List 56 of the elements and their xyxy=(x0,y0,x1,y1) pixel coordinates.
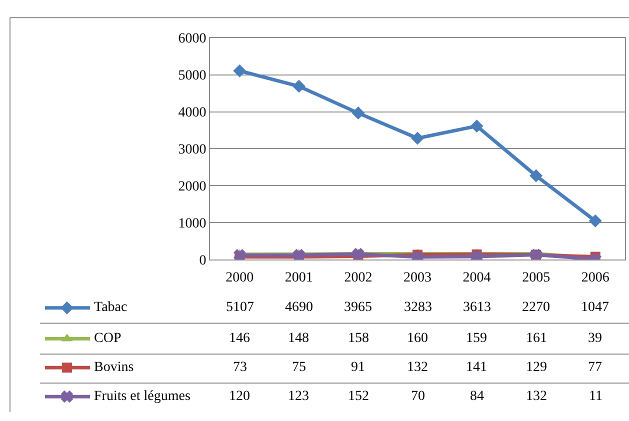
point xyxy=(588,214,602,228)
data-label: 161 xyxy=(526,331,547,346)
point xyxy=(470,120,484,133)
point xyxy=(293,249,305,260)
y-tick-label: 0 xyxy=(199,254,206,269)
legend-label: COP xyxy=(94,331,122,346)
x-tick-label: 2005 xyxy=(522,270,550,286)
data-label: 5107 xyxy=(226,300,254,315)
data-label: 77 xyxy=(588,360,602,375)
data-label: 152 xyxy=(348,389,369,404)
data-label: 39 xyxy=(588,331,602,346)
data-label: 3965 xyxy=(344,300,372,315)
y-tick-label: 3000 xyxy=(178,142,206,158)
legend-label: Fruits et légumes xyxy=(94,389,190,404)
point xyxy=(233,64,246,78)
data-label: 129 xyxy=(526,360,547,375)
data-label: 70 xyxy=(411,389,425,404)
data-label: 158 xyxy=(348,331,369,346)
data-label: 160 xyxy=(407,331,428,346)
data-label: 2270 xyxy=(522,300,550,315)
data-label: 75 xyxy=(292,360,306,375)
data-label: 132 xyxy=(407,360,428,375)
data-label: 141 xyxy=(466,360,487,375)
point xyxy=(292,80,306,93)
point xyxy=(352,106,365,120)
legend-label: Bovins xyxy=(94,360,134,375)
x-tick-label: 2003 xyxy=(404,270,432,286)
y-tick-label: 2000 xyxy=(178,180,206,195)
x-tick-label: 2006 xyxy=(581,270,610,286)
x-tick-label: 2004 xyxy=(462,270,491,286)
point xyxy=(234,249,246,260)
data-label: 1047 xyxy=(581,300,609,315)
x-tick-label: 2002 xyxy=(344,270,372,286)
data-label: 146 xyxy=(229,331,250,346)
data-label: 73 xyxy=(233,360,247,375)
y-tick-label: 6000 xyxy=(178,32,206,47)
data-label: 148 xyxy=(288,331,309,346)
point xyxy=(411,132,424,145)
point xyxy=(352,248,364,260)
data-label: 132 xyxy=(526,389,547,404)
data-label: 91 xyxy=(351,360,365,375)
x-tick-label: 2001 xyxy=(284,270,313,286)
data-label: 159 xyxy=(466,331,487,346)
y-tick-label: 4000 xyxy=(178,106,206,121)
x-tick-label: 2000 xyxy=(226,270,254,286)
data-label: 4690 xyxy=(285,300,313,315)
y-tick-label: 1000 xyxy=(178,216,206,232)
legend-label: Tabac xyxy=(94,300,128,315)
point xyxy=(530,169,543,182)
data-label: 3613 xyxy=(463,300,491,315)
y-tick-label: 5000 xyxy=(178,68,206,84)
data-label: 120 xyxy=(229,389,250,404)
data-label: 11 xyxy=(589,389,602,404)
data-label: 3283 xyxy=(404,300,432,315)
data-label: 123 xyxy=(288,389,309,404)
data-label: 84 xyxy=(470,389,484,404)
